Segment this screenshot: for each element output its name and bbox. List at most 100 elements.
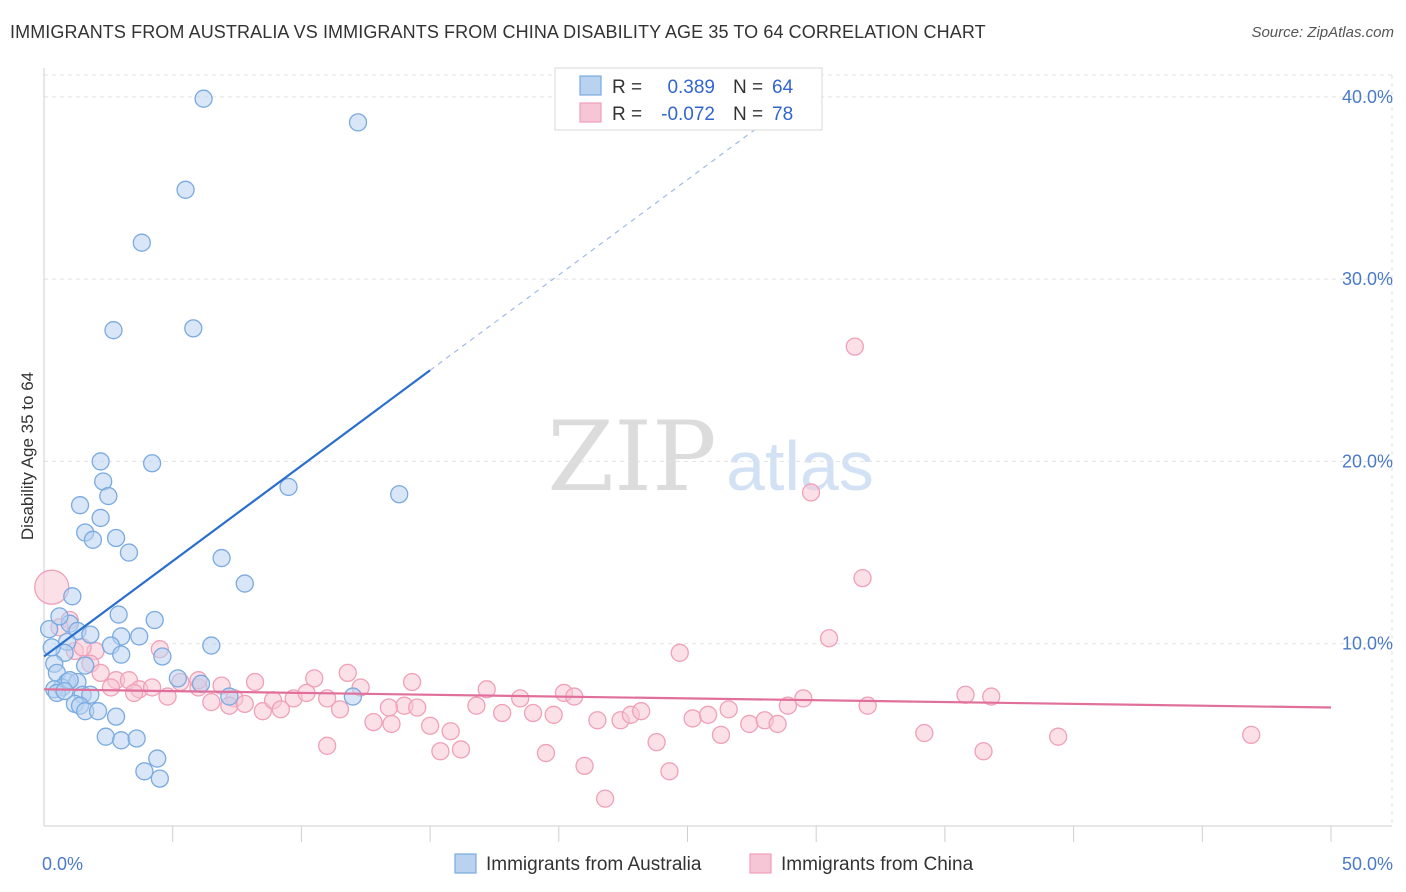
australia-point-3	[132, 233, 151, 252]
legend-n-label-australia: N =	[733, 77, 763, 98]
china-point-66	[768, 714, 787, 734]
australia-point-17	[119, 543, 139, 562]
china-point-77	[1049, 727, 1068, 746]
china-point-69	[317, 736, 337, 755]
australia-point-59	[42, 638, 61, 657]
china-trend-line	[43, 688, 1332, 709]
x-tick-label-0: 0.0%	[42, 854, 83, 874]
australia-point-29	[130, 627, 149, 646]
china-point-24	[235, 694, 254, 714]
watermark-atlas: atlas	[726, 427, 874, 505]
x-tick-label-1: 50.0%	[1342, 854, 1393, 874]
australia-point-4	[104, 321, 123, 340]
china-point-20	[202, 692, 221, 712]
china-point-80	[402, 672, 422, 692]
australia-point-5	[184, 319, 203, 338]
china-point-35	[364, 712, 383, 732]
china-point-61	[698, 705, 718, 724]
china-point-79	[379, 698, 399, 717]
china-point-41	[441, 722, 460, 741]
china-point-45	[493, 703, 512, 723]
china-point-73	[915, 723, 934, 743]
y-tick-label-3: 40.0%	[1342, 87, 1393, 107]
australia-point-6	[279, 477, 298, 497]
series-legend: Immigrants from Australia Immigrants fro…	[454, 853, 974, 875]
china-point-0	[34, 569, 70, 605]
china-point-47	[523, 703, 543, 723]
australia-point-49	[191, 674, 211, 693]
china-point-54	[595, 789, 615, 808]
australia-point-19	[235, 574, 254, 593]
legend-r-label-china: R =	[612, 104, 642, 125]
legend-swatch-australia	[579, 75, 602, 96]
australia-point-13	[91, 508, 110, 528]
australia-point-8	[91, 452, 110, 471]
china-point-33	[338, 663, 357, 683]
australia-point-47	[88, 702, 108, 721]
australia-point-58	[39, 619, 59, 639]
china-point-2	[801, 483, 821, 502]
australia-point-0	[194, 89, 213, 108]
gridlines	[44, 74, 1393, 826]
china-point-30	[305, 669, 324, 688]
australia-point-56	[135, 762, 154, 781]
china-point-57	[632, 702, 651, 721]
china-point-46	[511, 689, 530, 708]
australia-point-57	[150, 769, 169, 788]
china-point-17	[158, 687, 177, 706]
china-point-76	[982, 687, 1001, 706]
y-tick-label-0: 10.0%	[1342, 634, 1393, 654]
australia-point-2	[176, 180, 195, 199]
china-point-81	[124, 683, 144, 703]
stats-legend: R = 0.389 N = 64 R = -0.072 N = 78	[554, 67, 823, 131]
china-point-39	[420, 716, 440, 735]
china-point-59	[660, 762, 679, 781]
china-point-78	[1242, 725, 1261, 745]
australia-point-50	[220, 687, 239, 706]
chart-source: Source: ZipAtlas.com	[1251, 24, 1394, 41]
australia-point-54	[127, 729, 146, 748]
watermark-zip: ZIP	[547, 401, 716, 513]
australia-point-9	[142, 454, 162, 473]
australia-point-52	[96, 727, 115, 746]
legend-n-value-australia: 64	[772, 77, 794, 98]
legend-swatch-china	[579, 102, 602, 123]
china-point-44	[477, 680, 496, 699]
trend-lines	[43, 121, 1332, 709]
china-point-68	[245, 672, 265, 692]
bottom-legend-swatch-china	[749, 853, 772, 874]
australia-point-60	[50, 607, 69, 626]
australia-point-16	[106, 528, 126, 548]
australia-point-34	[76, 656, 95, 675]
china-point-14	[101, 678, 121, 697]
china-point-58	[647, 733, 666, 752]
australia-point-11	[99, 486, 118, 506]
china-point-52	[575, 756, 594, 775]
china-point-53	[588, 711, 607, 730]
china-point-64	[740, 714, 759, 734]
china-point-43	[467, 696, 486, 715]
china-point-5	[670, 643, 689, 662]
australia-point-63	[168, 669, 187, 688]
china-point-74	[956, 685, 975, 704]
china-point-4	[819, 629, 839, 648]
australia-point-15	[83, 530, 103, 549]
australia-point-55	[148, 749, 167, 768]
china-point-60	[683, 709, 702, 728]
china-point-71	[794, 689, 813, 708]
legend-r-value-china: -0.072	[661, 104, 715, 125]
australia-point-30	[202, 636, 221, 655]
australia-point-53	[112, 731, 131, 750]
china-point-72	[858, 696, 877, 715]
australia-point-32	[153, 647, 172, 666]
australia-point-25	[81, 625, 100, 644]
bottom-legend-swatch-australia	[454, 853, 477, 874]
australia-point-51	[343, 687, 363, 706]
y-axis-label: Disability Age 35 to 64	[18, 372, 37, 540]
axes	[43, 68, 1392, 842]
australia-point-7	[390, 485, 409, 504]
china-point-1	[845, 337, 864, 356]
china-point-3	[853, 568, 872, 588]
legend-n-label-china: N =	[733, 104, 763, 125]
